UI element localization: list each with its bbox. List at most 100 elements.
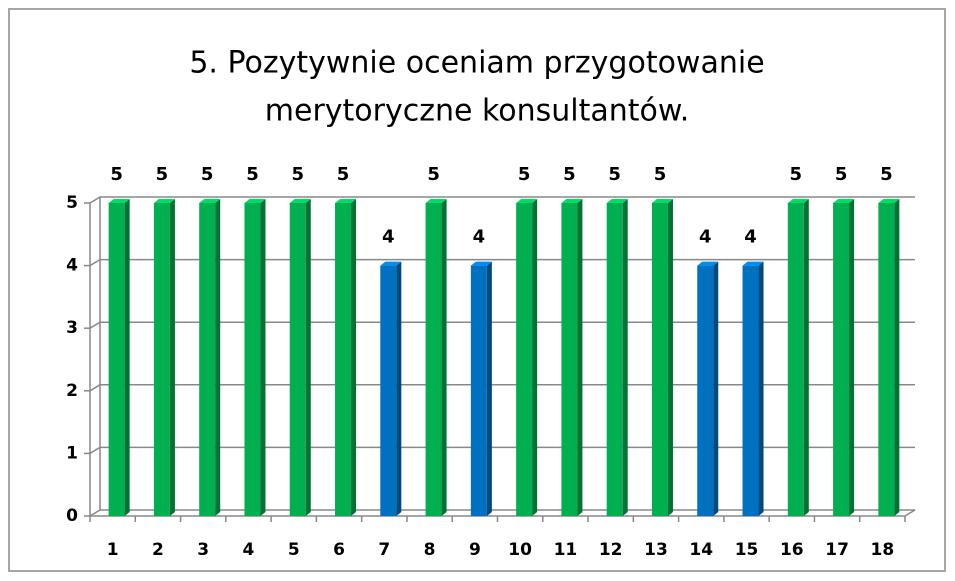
bar-face — [878, 199, 900, 203]
bar-face — [486, 261, 492, 516]
bar-face — [380, 261, 402, 266]
value-label: 5 — [246, 164, 259, 185]
bar-face — [577, 199, 583, 516]
value-label: 4 — [473, 227, 486, 248]
x-tick-label: 11 — [554, 540, 578, 560]
grid-line — [89, 446, 915, 455]
bar-face — [833, 203, 850, 516]
y-tick-label: 0 — [66, 506, 78, 526]
bar-face — [622, 199, 628, 516]
bar — [425, 199, 447, 516]
value-label: 5 — [201, 164, 214, 185]
value-label: 5 — [110, 164, 123, 185]
bar — [199, 199, 221, 516]
chart-title: 5. Pozytywnie oceniam przygotowanie — [189, 46, 764, 81]
bar — [516, 199, 538, 516]
value-label: 5 — [654, 164, 667, 185]
y-tick-label: 3 — [66, 318, 78, 338]
value-label: 5 — [835, 164, 848, 185]
bar-face — [169, 199, 175, 516]
bar-face — [651, 203, 668, 516]
bar-face — [516, 199, 538, 203]
bar-face — [108, 203, 125, 516]
bar-face — [803, 199, 809, 516]
value-label: 4 — [699, 227, 712, 248]
bar — [787, 199, 809, 516]
y-tick-label: 2 — [66, 381, 78, 401]
bar-face — [441, 199, 447, 516]
x-tick-label: 8 — [424, 540, 436, 560]
bar-face — [561, 203, 578, 516]
x-tick-label: 3 — [197, 540, 209, 560]
value-label: 4 — [382, 227, 395, 248]
bar-face — [787, 203, 804, 516]
bar — [289, 199, 311, 516]
bar — [380, 261, 402, 516]
bar — [697, 261, 719, 516]
bar-face — [199, 203, 216, 516]
bar — [651, 199, 673, 516]
value-label: 5 — [291, 164, 304, 185]
bar — [153, 199, 175, 516]
grid-line — [89, 509, 915, 517]
bar-face — [516, 203, 533, 516]
bar-face — [470, 265, 487, 516]
bar-face — [215, 199, 221, 516]
value-label: 4 — [744, 227, 757, 248]
bar-face — [713, 261, 719, 516]
x-tick-label: 16 — [780, 540, 804, 560]
bar-face — [833, 199, 855, 203]
x-tick-label: 7 — [378, 540, 390, 560]
bar-face — [108, 199, 130, 203]
x-tick-label: 17 — [825, 540, 849, 560]
bar — [833, 199, 855, 516]
x-tick-label: 13 — [644, 540, 668, 560]
bar-face — [849, 199, 855, 516]
x-tick-label: 15 — [735, 540, 759, 560]
value-label: 5 — [518, 164, 531, 185]
bar-face — [153, 199, 175, 203]
bar — [742, 261, 764, 516]
x-tick-label: 1 — [107, 540, 119, 560]
bar — [561, 199, 583, 516]
bar-face — [335, 199, 357, 203]
chart-title: merytoryczne konsultantów. — [265, 94, 689, 129]
y-tick-label: 4 — [66, 256, 78, 276]
x-tick-label: 18 — [871, 540, 895, 560]
bar — [244, 199, 266, 516]
bar-face — [425, 199, 447, 203]
bar — [878, 199, 900, 516]
value-label: 5 — [563, 164, 576, 185]
value-label: 5 — [427, 164, 440, 185]
bar — [470, 261, 492, 516]
bar-face — [380, 265, 397, 516]
bar-face — [244, 203, 261, 516]
bar — [108, 199, 130, 516]
bar-face — [335, 203, 352, 516]
bar-face — [532, 199, 538, 516]
bar-face — [289, 203, 306, 516]
x-tick-label: 2 — [152, 540, 164, 560]
bar-face — [260, 199, 266, 516]
value-label: 5 — [608, 164, 621, 185]
bar-face — [470, 261, 492, 266]
bar-face — [697, 265, 714, 516]
bar-face — [153, 203, 170, 516]
y-tick-label: 1 — [66, 443, 78, 463]
bar-face — [742, 265, 759, 516]
axis-line — [904, 509, 916, 517]
value-label: 5 — [790, 164, 803, 185]
bar — [606, 199, 628, 516]
bar-face — [758, 261, 764, 516]
bar-face — [878, 203, 895, 516]
x-tick-label: 12 — [599, 540, 623, 560]
y-tick-label: 5 — [66, 193, 78, 213]
value-label: 5 — [156, 164, 169, 185]
grid-line — [89, 196, 915, 204]
bar-face — [651, 199, 673, 203]
bar-face — [351, 199, 357, 516]
bar-face — [396, 261, 402, 516]
bar-face — [787, 199, 809, 203]
grid-line — [89, 384, 915, 392]
